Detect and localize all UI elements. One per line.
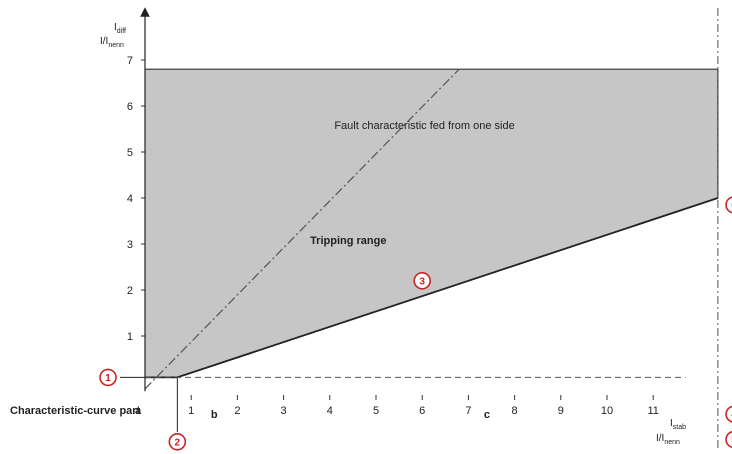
marker-circle	[99, 368, 117, 387]
y-tick-label: 3	[127, 239, 133, 251]
x-tick-label: 3	[281, 405, 287, 417]
marker-circle	[413, 271, 432, 290]
x-axis-label-main: I	[670, 418, 673, 429]
marker-4: 4	[725, 405, 732, 423]
part-label-b: b	[211, 409, 218, 421]
marker-number: 3	[419, 276, 425, 287]
series-layer	[144, 68, 719, 432]
marker-number: 1	[105, 373, 111, 384]
y-axis-label: Idiff I/Inenn	[100, 22, 126, 49]
y-axis-label-main: I	[114, 22, 117, 33]
marker-circle	[725, 430, 732, 449]
x-tick-label: 11	[647, 405, 658, 417]
x-tick-label: 6	[419, 405, 425, 417]
marker-6: 6	[725, 196, 732, 214]
part-label-c: c	[484, 409, 490, 421]
annotation-fault-characteristic: Fault characteristic fed from one side	[334, 120, 514, 132]
marker-1: 1	[99, 368, 117, 387]
x-tick-label: 8	[512, 405, 518, 417]
y-tick-label: 4	[127, 193, 133, 205]
y-tick-label: 7	[127, 55, 133, 67]
marker-2: 2	[168, 432, 187, 451]
marker-5: 5	[725, 430, 732, 449]
svg-text:Istab: Istab	[670, 418, 686, 431]
x-tick-label: 9	[558, 405, 564, 417]
marker-circle	[725, 196, 732, 214]
y-axis-label-ratio: I/I	[100, 36, 108, 47]
y-tick-label: 5	[127, 147, 133, 159]
svg-text:I/Inenn: I/Inenn	[656, 433, 680, 446]
numbered-markers-layer: 1 2 3 4 5 6	[99, 196, 732, 451]
x-axis-label: Istab I/Inenn	[656, 418, 686, 446]
x-tick-label: 1	[188, 405, 194, 417]
x-tick-label: 7	[465, 405, 471, 417]
part-label-a: a	[135, 405, 142, 417]
marker-number: 2	[175, 437, 181, 448]
axes-layer	[120, 7, 150, 392]
y-axis-label-ratio-sub: nenn	[108, 42, 124, 49]
x-axis-label-ratio-sub: nenn	[664, 439, 680, 446]
svg-text:I/Inenn: I/Inenn	[100, 36, 124, 49]
x-tick-label: 10	[601, 405, 613, 417]
marker-3: 3	[413, 271, 432, 290]
x-tick-label: 4	[327, 405, 333, 417]
x-axis-label-sub: stab	[673, 424, 686, 431]
tripping-range-region-layer	[145, 8, 719, 450]
fault-characteristic-line	[144, 68, 460, 390]
x-tick-label: 5	[373, 405, 379, 417]
x-tick-label: 2	[234, 405, 240, 417]
annotation-tripping-range: Tripping range	[310, 235, 386, 247]
marker-circle	[725, 405, 732, 423]
y-axis-label-sub: diff	[117, 28, 126, 35]
x-axis-label-ratio: I/I	[656, 433, 664, 444]
y-tick-label: 1	[127, 331, 133, 343]
y-tick-label: 2	[127, 285, 133, 297]
svg-text:Idiff: Idiff	[114, 22, 126, 35]
y-tick-label: 6	[127, 101, 133, 113]
characteristic-curve-part-caption: Characteristic-curve part	[10, 405, 141, 417]
tripping-range-area	[145, 69, 718, 378]
marker-circle	[168, 432, 187, 451]
